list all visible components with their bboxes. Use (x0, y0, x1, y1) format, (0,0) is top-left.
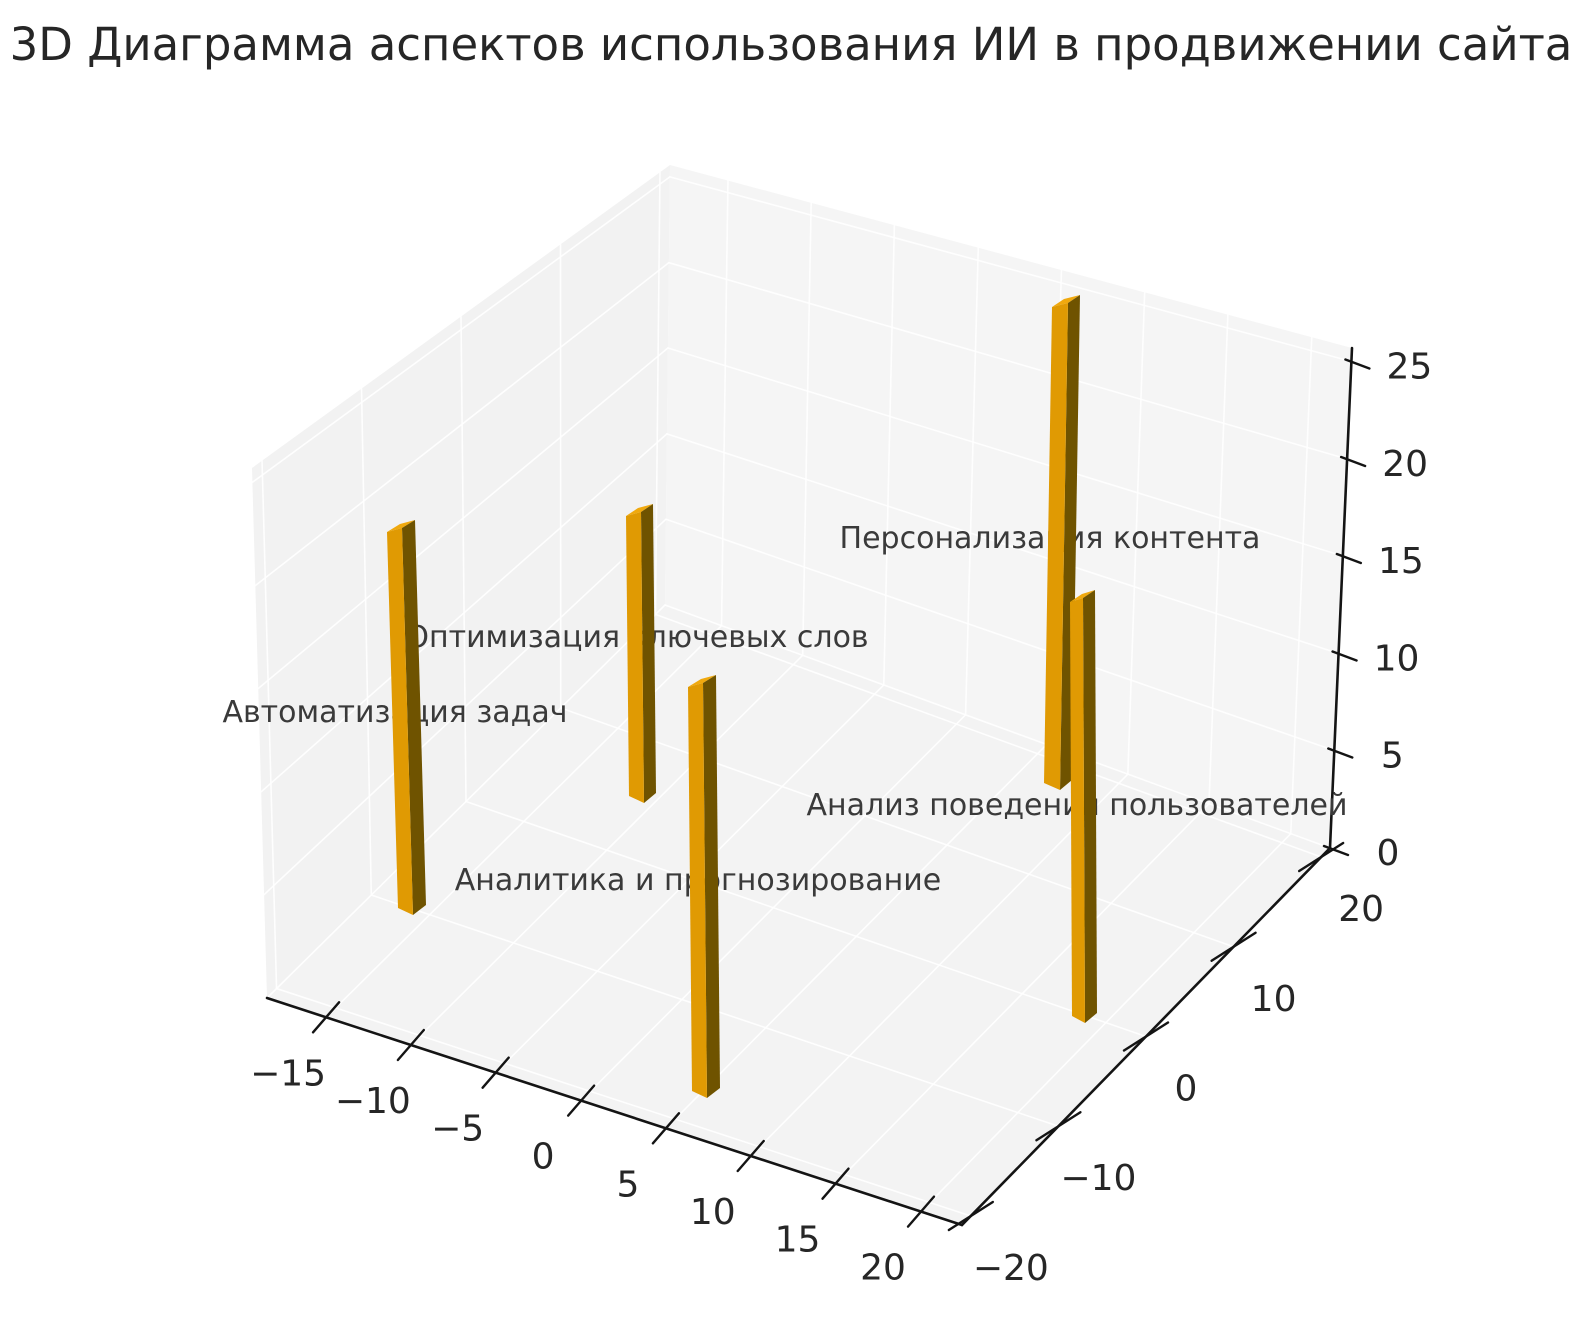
bar-2 (688, 675, 720, 1098)
gridline-x-wall (1127, 291, 1146, 775)
bar-front-face (1044, 303, 1068, 790)
bar-top-face (626, 504, 653, 516)
bar-side-face (641, 504, 656, 803)
z-axis-spine (1328, 346, 1354, 850)
x-tick (736, 1139, 765, 1173)
z-tick-label: 20 (1382, 444, 1428, 485)
x-tick-label: −15 (250, 1053, 326, 1094)
z-tick-label: 0 (1377, 833, 1400, 874)
y-tick (947, 1200, 995, 1232)
gridline-y-floor (559, 707, 1235, 948)
gridline-x-wall (882, 224, 896, 686)
gridline-z-left (266, 604, 666, 999)
gridline-z-left (263, 518, 667, 896)
z-tick (1335, 552, 1363, 565)
x-axis-spine (265, 996, 964, 1227)
gridline-x-wall (801, 202, 812, 657)
z-tick (1327, 747, 1354, 759)
x-tick (651, 1112, 681, 1145)
z-tick (1322, 844, 1350, 857)
bar-front-face (1070, 598, 1085, 1023)
z-tick-label: 10 (1374, 639, 1420, 680)
bar-3 (1044, 295, 1080, 790)
y-tick-label: 20 (1338, 889, 1384, 930)
gridline-z-left (257, 347, 669, 690)
x-tick-label: 5 (616, 1164, 639, 1205)
y-tick (1297, 841, 1345, 873)
bar-1 (626, 504, 656, 803)
x-tick (396, 1028, 426, 1062)
gridline-z-left (254, 261, 670, 587)
z-tick-label: 25 (1386, 347, 1432, 388)
gridline-y-wall (460, 315, 467, 803)
gridline-y-floor (654, 613, 1322, 858)
gridline-y-wall (654, 171, 661, 616)
bar-front-face (387, 528, 413, 915)
bar-front-face (688, 683, 707, 1098)
x-tick-label: −5 (431, 1109, 484, 1150)
gridline-z-left (260, 433, 668, 793)
bar-side-face (402, 520, 426, 915)
bar-top-face (387, 520, 415, 532)
gridline-y-wall (360, 387, 373, 896)
x-tick (566, 1084, 596, 1117)
bar-top-face (1052, 295, 1080, 307)
gridline-y-floor (465, 800, 1147, 1038)
x-tick (906, 1195, 936, 1228)
y-tick-label: −10 (1060, 1158, 1136, 1199)
z-tick-label: 15 (1378, 541, 1424, 582)
y-tick-label: 0 (1175, 1069, 1198, 1110)
gridline-y-floor (275, 987, 972, 1217)
x-tick (481, 1056, 510, 1089)
bar-top-face (688, 675, 716, 687)
z-tick (1344, 358, 1371, 370)
bar-front-face (626, 512, 644, 803)
chart-title: 3D Диаграмма аспектов использования ИИ в… (10, 18, 1573, 71)
bars-3d (387, 295, 1097, 1098)
x-tick-label: 20 (860, 1248, 906, 1289)
gridline-z-right (666, 433, 1340, 655)
gridline-x-wall (720, 179, 729, 627)
z-tick (1339, 455, 1367, 468)
gridline-z-right (664, 604, 1331, 849)
bar-side-face (703, 675, 720, 1098)
z-tick (1331, 650, 1358, 662)
gridline-x-wall (964, 246, 980, 716)
x-tick (821, 1167, 850, 1200)
z-tick-label: 5 (1381, 736, 1404, 777)
y-tick (1035, 1111, 1082, 1142)
gridline-z-left (251, 176, 671, 484)
x-tick-label: 10 (690, 1192, 736, 1233)
gridline-z-right (665, 518, 1336, 752)
y-tick (1122, 1021, 1170, 1052)
y-tick-label: −20 (973, 1248, 1049, 1289)
x-tick-label: 0 (532, 1137, 555, 1178)
bar-side-face (1083, 590, 1097, 1023)
axis-ticks (311, 358, 1371, 1232)
gridline-y-wall (261, 459, 278, 990)
y-tick (1210, 931, 1257, 962)
x-tick-label: −10 (335, 1081, 411, 1122)
gridline-z-right (667, 347, 1344, 557)
x-tick (311, 1001, 341, 1034)
bar-4 (1070, 590, 1097, 1023)
y-tick-label: 10 (1251, 979, 1297, 1020)
gridline-z-right (669, 176, 1353, 363)
bar-side-face (1060, 295, 1080, 790)
gridline-z-right (668, 261, 1348, 460)
bar-top-face (1070, 590, 1095, 602)
x-tick-label: 15 (775, 1220, 821, 1261)
gridline-x-wall (1289, 336, 1313, 835)
plot-pane-left (252, 165, 670, 998)
plot-pane-right (665, 165, 1352, 848)
bar-0 (387, 520, 426, 915)
gridline-x-wall (1208, 313, 1229, 805)
